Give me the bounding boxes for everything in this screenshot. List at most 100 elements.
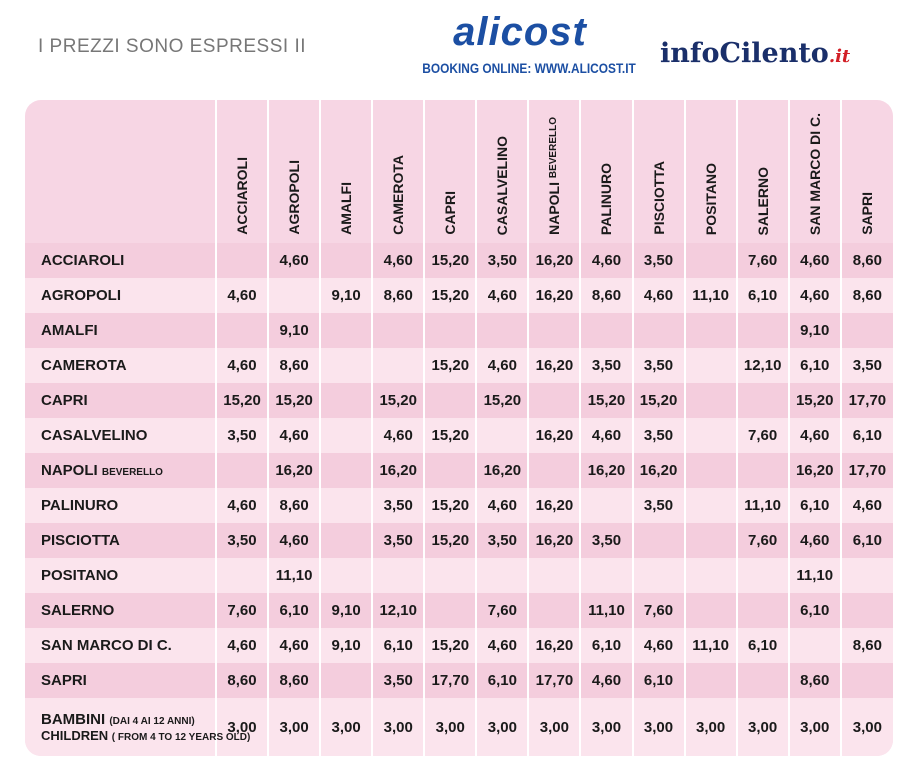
price: 3,00: [423, 698, 477, 756]
price: 17,70: [839, 383, 893, 418]
price: [735, 313, 789, 348]
column-label: PALINURO: [598, 163, 614, 235]
price: 4,60: [475, 278, 529, 313]
price: [319, 348, 373, 383]
row: SALERNO 7,60 6,10 9,10 12,10 7,60 11,10 7,60 6,1…: [25, 593, 893, 628]
price: 9,10: [787, 313, 841, 348]
price: 11,10: [267, 558, 321, 593]
price: [631, 313, 685, 348]
price: 16,20: [527, 278, 581, 313]
row: SAPRI 8,60 8,60 3,50 17,70 6,10 17,70 4,60 6,10 8…: [25, 663, 893, 698]
column-header: CAMEROTA: [371, 100, 425, 243]
price: 16,20: [527, 488, 581, 523]
price: 4,60: [267, 523, 321, 558]
price: [527, 558, 581, 593]
price: [683, 243, 737, 278]
price: 3,50: [579, 348, 633, 383]
table: ACCIAROLI AGROPOLI AMALFI CAMEROTA CAPRI CASA…: [25, 100, 893, 756]
price: 3,50: [839, 348, 893, 383]
column-header: ACCIAROLI: [214, 100, 269, 243]
row-label: AGROPOLI: [25, 278, 216, 313]
price: 4,60: [267, 243, 321, 278]
price: 11,10: [735, 488, 789, 523]
row-label: ACCIAROLI: [25, 243, 216, 278]
row-name: POSITANO: [41, 567, 119, 584]
price: 15,20: [423, 523, 477, 558]
row-name: CASALVELINO: [41, 427, 148, 444]
price: 15,20: [423, 278, 477, 313]
price: 8,60: [214, 663, 269, 698]
price: 3,00: [839, 698, 893, 756]
price: 3,50: [631, 488, 685, 523]
price: 6,10: [787, 488, 841, 523]
row-sub: ( FROM 4 TO 12 YEARS OLD): [111, 732, 251, 743]
corner: [25, 100, 216, 243]
price: 6,10: [631, 663, 685, 698]
row-label: CAPRI: [25, 383, 216, 418]
price: 3,00: [527, 698, 581, 756]
column-header: PISCIOTTA: [631, 100, 685, 243]
row-label: CAMEROTA: [25, 348, 216, 383]
price: 3,00: [579, 698, 633, 756]
row: ACCIAROLI 4,60 4,60 15,20 3,50 16,20 4,60 3,50 7…: [25, 243, 893, 278]
price: 4,60: [631, 278, 685, 313]
price: [475, 418, 529, 453]
row-label: NAPOLI BEVERELLO: [25, 453, 216, 488]
row: CASALVELINO 3,50 4,60 4,60 15,20 16,20 4,60 3,5…: [25, 418, 893, 453]
price: [787, 628, 841, 663]
price: 7,60: [475, 593, 529, 628]
column-name: SAPRI: [859, 192, 876, 235]
price: 4,60: [787, 243, 841, 278]
price: 16,20: [527, 628, 581, 663]
price: 15,20: [423, 348, 477, 383]
row-name: CHILDREN: [41, 728, 109, 743]
price: 8,60: [787, 663, 841, 698]
price: 3,50: [631, 243, 685, 278]
price: [371, 558, 425, 593]
row-label: SAPRI: [25, 663, 216, 698]
price: 11,10: [787, 558, 841, 593]
column-name: PISCIOTTA: [650, 161, 667, 235]
price-table: ACCIAROLI AGROPOLI AMALFI CAMEROTA CAPRI CASA…: [25, 100, 893, 756]
row-label: BAMBINI (DAI 4 AI 12 ANNI) CHILDREN ( FRO…: [25, 698, 250, 756]
price: 6,10: [787, 593, 841, 628]
price: 3,00: [319, 698, 373, 756]
column-name: CAPRI: [442, 191, 459, 235]
price: 4,60: [787, 523, 841, 558]
row-label: CASALVELINO: [25, 418, 216, 453]
price: 15,20: [423, 628, 477, 663]
row-sub: BEVERELLO: [101, 467, 163, 478]
price: 8,60: [839, 243, 893, 278]
price: 9,10: [319, 278, 373, 313]
column-header: SAN MARCO DI C.: [787, 100, 841, 243]
column-label: POSITANO: [703, 163, 719, 235]
price: [683, 593, 737, 628]
price: 3,50: [371, 523, 425, 558]
row-name: ACCIAROLI: [41, 252, 125, 269]
price: [319, 488, 373, 523]
column-header: CASALVELINO: [475, 100, 529, 243]
row-name: CAPRI: [41, 392, 88, 409]
price: [371, 348, 425, 383]
price: 3,00: [735, 698, 789, 756]
price: 7,60: [735, 523, 789, 558]
price: 4,60: [214, 348, 269, 383]
price: 12,10: [371, 593, 425, 628]
price: 8,60: [839, 628, 893, 663]
price: 4,60: [579, 418, 633, 453]
price: 12,10: [735, 348, 789, 383]
column-label: SAN MARCO DI C.: [807, 113, 823, 235]
price: 7,60: [214, 593, 269, 628]
price: 16,20: [527, 418, 581, 453]
price: 4,60: [579, 243, 633, 278]
column-name: AGROPOLI: [286, 160, 303, 235]
price: 3,00: [475, 698, 529, 756]
price: [475, 313, 529, 348]
column-header: AMALFI: [319, 100, 373, 243]
price: 3,50: [631, 348, 685, 383]
row-label: AMALFI: [25, 313, 216, 348]
price: 16,20: [527, 243, 581, 278]
price: [214, 453, 269, 488]
price: 3,50: [631, 418, 685, 453]
price: 3,50: [214, 523, 269, 558]
